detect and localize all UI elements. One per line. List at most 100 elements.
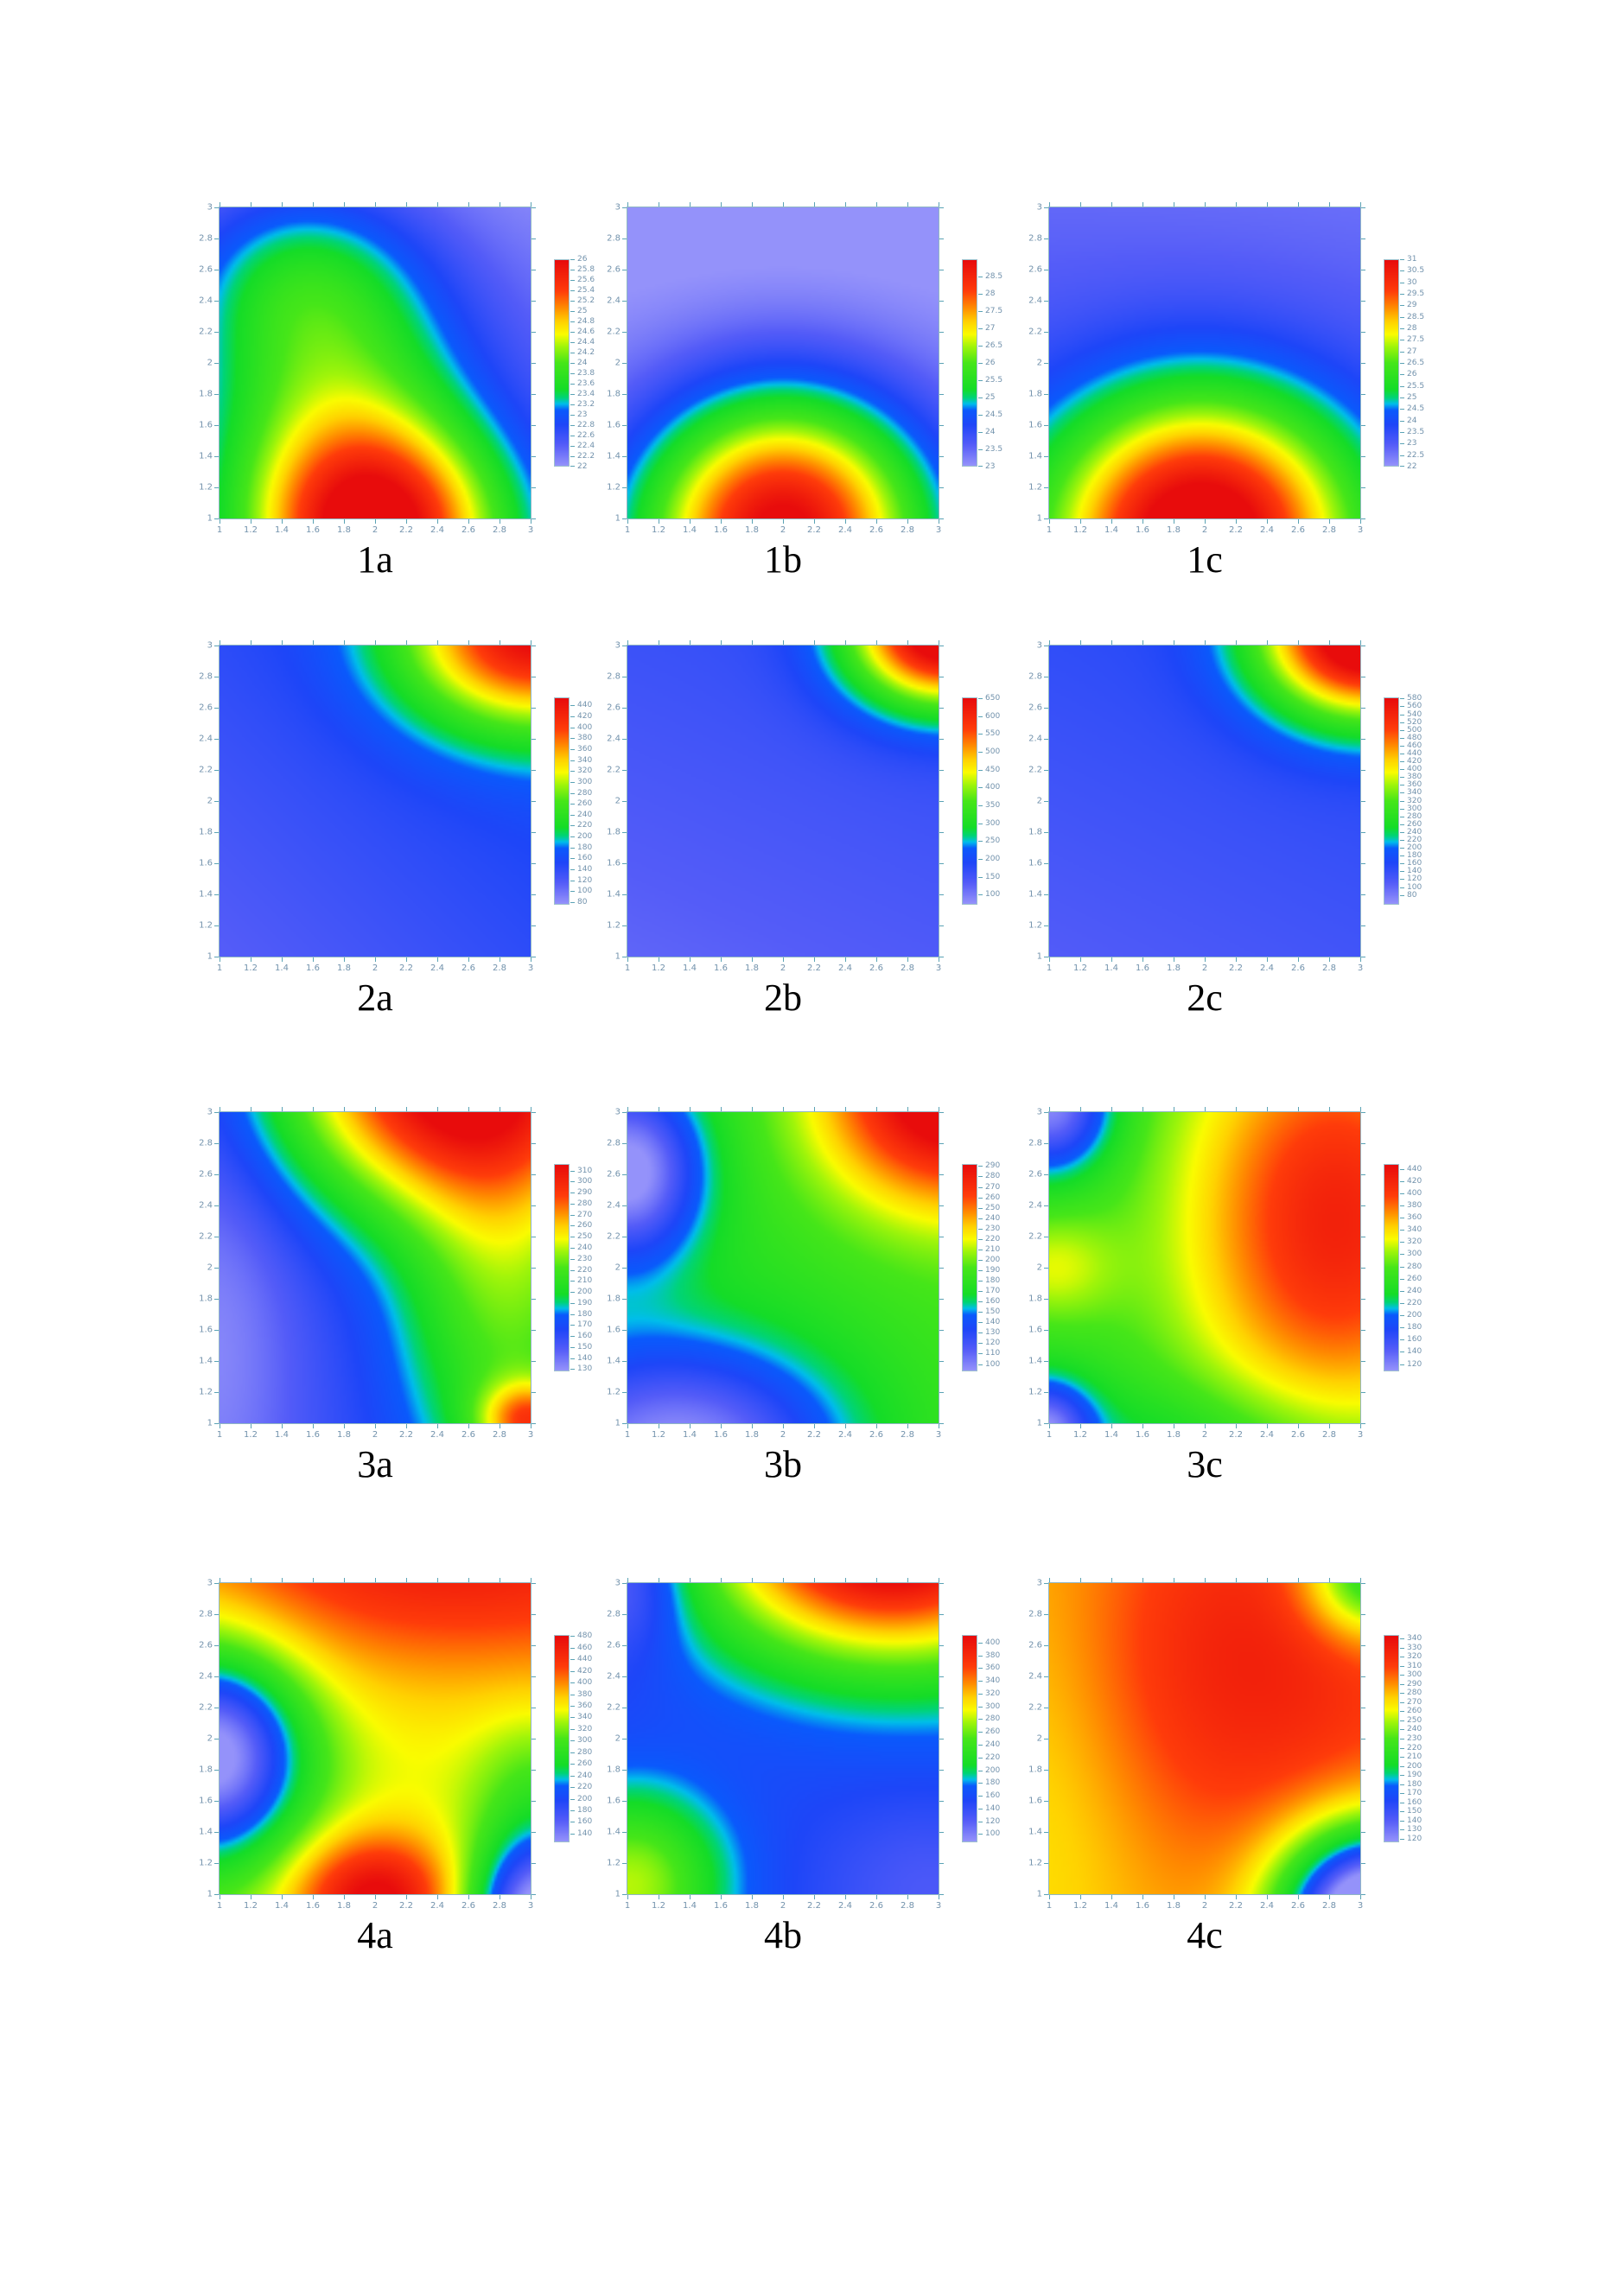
x-axis-tick [1079, 957, 1081, 962]
y-axis-tick-right [1361, 1329, 1365, 1331]
colorbar-tick [570, 1729, 575, 1730]
y-axis-tick [214, 1893, 219, 1895]
colorbar-tick-label: 340 [577, 756, 593, 765]
colorbar-tick-label: 170 [1407, 1789, 1423, 1797]
colorbar-tick-label: 230 [577, 1255, 593, 1263]
colorbar-tick-label: 220 [577, 1266, 593, 1275]
x-axis-tick-top [374, 202, 376, 207]
x-axis-tick-top [1079, 640, 1081, 645]
y-axis-tick-label: 1.6 [1028, 858, 1042, 868]
colorbar-tick-label: 360 [1407, 780, 1423, 789]
colorbar-tick-label: 190 [1407, 1771, 1423, 1779]
y-axis-tick [1044, 1676, 1048, 1677]
colorbar-tick [570, 858, 575, 859]
y-axis-tick-right [1361, 800, 1365, 802]
colorbar-tick [570, 749, 575, 750]
x-axis-tick-label: 2.8 [1322, 525, 1336, 535]
colorbar-tick-label: 440 [1407, 1165, 1423, 1173]
colorbar-tick [570, 1834, 575, 1835]
colorbar-tick [1400, 1684, 1404, 1685]
colorbar-tick [978, 1187, 983, 1188]
colorbar-tick-label: 160 [1407, 859, 1423, 868]
x-axis-tick-label: 2.8 [1322, 964, 1336, 973]
y-axis-tick-label: 2.6 [607, 264, 621, 275]
y-axis-tick [1044, 518, 1048, 519]
x-axis-tick [627, 1895, 628, 1899]
colorbar-tick [1400, 352, 1404, 353]
colorbar-tick-label: 380 [1407, 773, 1423, 781]
colorbar-tick-label: 200 [1407, 1762, 1423, 1771]
x-axis-tick-label: 2.4 [430, 1901, 444, 1911]
y-axis-tick-label: 3 [614, 1578, 621, 1588]
y-axis-tick [214, 331, 219, 333]
x-axis-tick [1266, 957, 1268, 962]
x-axis-tick-top [1266, 1578, 1268, 1582]
y-axis-tick-right [939, 1173, 944, 1175]
colorbar-tick [978, 1218, 983, 1219]
colorbar-tick [1400, 1784, 1404, 1785]
x-axis-tick [1111, 957, 1112, 962]
y-axis-tick-label: 2.2 [199, 327, 213, 337]
y-axis-tick-label: 2.4 [607, 296, 621, 306]
colorbar-tick [1400, 706, 1404, 707]
colorbar-tick-label: 150 [985, 873, 1001, 881]
x-axis-tick-top [343, 1578, 345, 1582]
x-axis-tick-label: 1.8 [1167, 964, 1181, 973]
panel-3b: 1 1 1.2 1.2 1.4 1.4 1.6 1.6 1.8 1.8 2 2 2.2 2.2 2.4 2.4… [607, 1107, 1033, 1517]
y-axis-tick-label: 2 [207, 358, 213, 368]
colorbar-tick [570, 301, 575, 302]
y-axis-tick-label: 1.6 [199, 1796, 213, 1806]
y-axis-tick-right [939, 1644, 944, 1646]
colorbar-tick [570, 1314, 575, 1315]
colorbar-tick [570, 1225, 575, 1226]
colorbar-tick [570, 1369, 575, 1370]
x-axis-tick-top [374, 1578, 376, 1582]
x-axis-tick-label: 1.2 [652, 1901, 665, 1911]
colorbar-tick [570, 848, 575, 849]
x-axis-tick-top [1048, 1578, 1050, 1582]
colorbar-tick [1400, 1675, 1404, 1676]
y-axis-tick [1044, 1831, 1048, 1833]
colorbar-2a: 440 420 400 380 360 340 320 300 280 260 240 220 200 1… [554, 697, 658, 906]
x-axis-tick-top [907, 1107, 908, 1111]
y-axis-tick-label: 2.8 [1028, 233, 1042, 244]
panel-label-1a: 1a [357, 538, 393, 581]
colorbar-tick-label: 24 [1407, 417, 1417, 425]
x-axis-tick-label: 1.8 [337, 1901, 351, 1911]
colorbar-tick [570, 290, 575, 291]
colorbar-tick [570, 1358, 575, 1359]
panel-4c: 1 1 1.2 1.2 1.4 1.4 1.6 1.6 1.8 1.8 2 2 2.2 2.2 2.4 2.4… [1028, 1578, 1454, 1988]
x-axis-tick-top [1048, 640, 1050, 645]
colorbar-gradient-3a [554, 1164, 570, 1371]
x-axis-tick [281, 957, 283, 962]
y-axis-tick-right [939, 1267, 944, 1269]
x-axis-tick-top [1204, 202, 1206, 207]
x-axis-tick-label: 3 [1357, 525, 1364, 535]
y-axis-tick [214, 1329, 219, 1331]
x-axis-tick-label: 1 [1046, 525, 1053, 535]
colorbar-tick [1400, 863, 1404, 864]
y-axis-tick-label: 3 [1036, 640, 1042, 651]
y-axis-tick-label: 2.6 [607, 1169, 621, 1180]
colorbar-tick-label: 280 [577, 789, 593, 798]
colorbar-tick [978, 346, 983, 347]
colorbar-tick [978, 1166, 983, 1167]
y-axis-tick-label: 3 [1036, 202, 1042, 213]
colorbar-tick-label: 480 [577, 1631, 593, 1640]
colorbar-gradient-2b [962, 697, 977, 905]
y-axis-tick-right [1361, 769, 1365, 771]
y-axis-tick [622, 1862, 627, 1864]
colorbar-tick-label: 25 [985, 393, 996, 402]
colorbar-tick [570, 1281, 575, 1282]
colorbar-tick [978, 1332, 983, 1333]
y-axis-tick-right [531, 1769, 536, 1771]
colorbar-tick-label: 560 [1407, 702, 1423, 710]
x-axis-tick [1235, 1895, 1237, 1899]
colorbar-tick [570, 321, 575, 322]
panel-2a: 1 1 1.2 1.2 1.4 1.4 1.6 1.6 1.8 1.8 2 2 2.2 2.2 2.4 2.4… [199, 640, 625, 1051]
colorbar-tick [570, 1171, 575, 1172]
x-axis-tick-label: 2.2 [807, 1430, 821, 1440]
y-axis-tick [622, 1644, 627, 1646]
colorbar-tick [570, 1776, 575, 1777]
